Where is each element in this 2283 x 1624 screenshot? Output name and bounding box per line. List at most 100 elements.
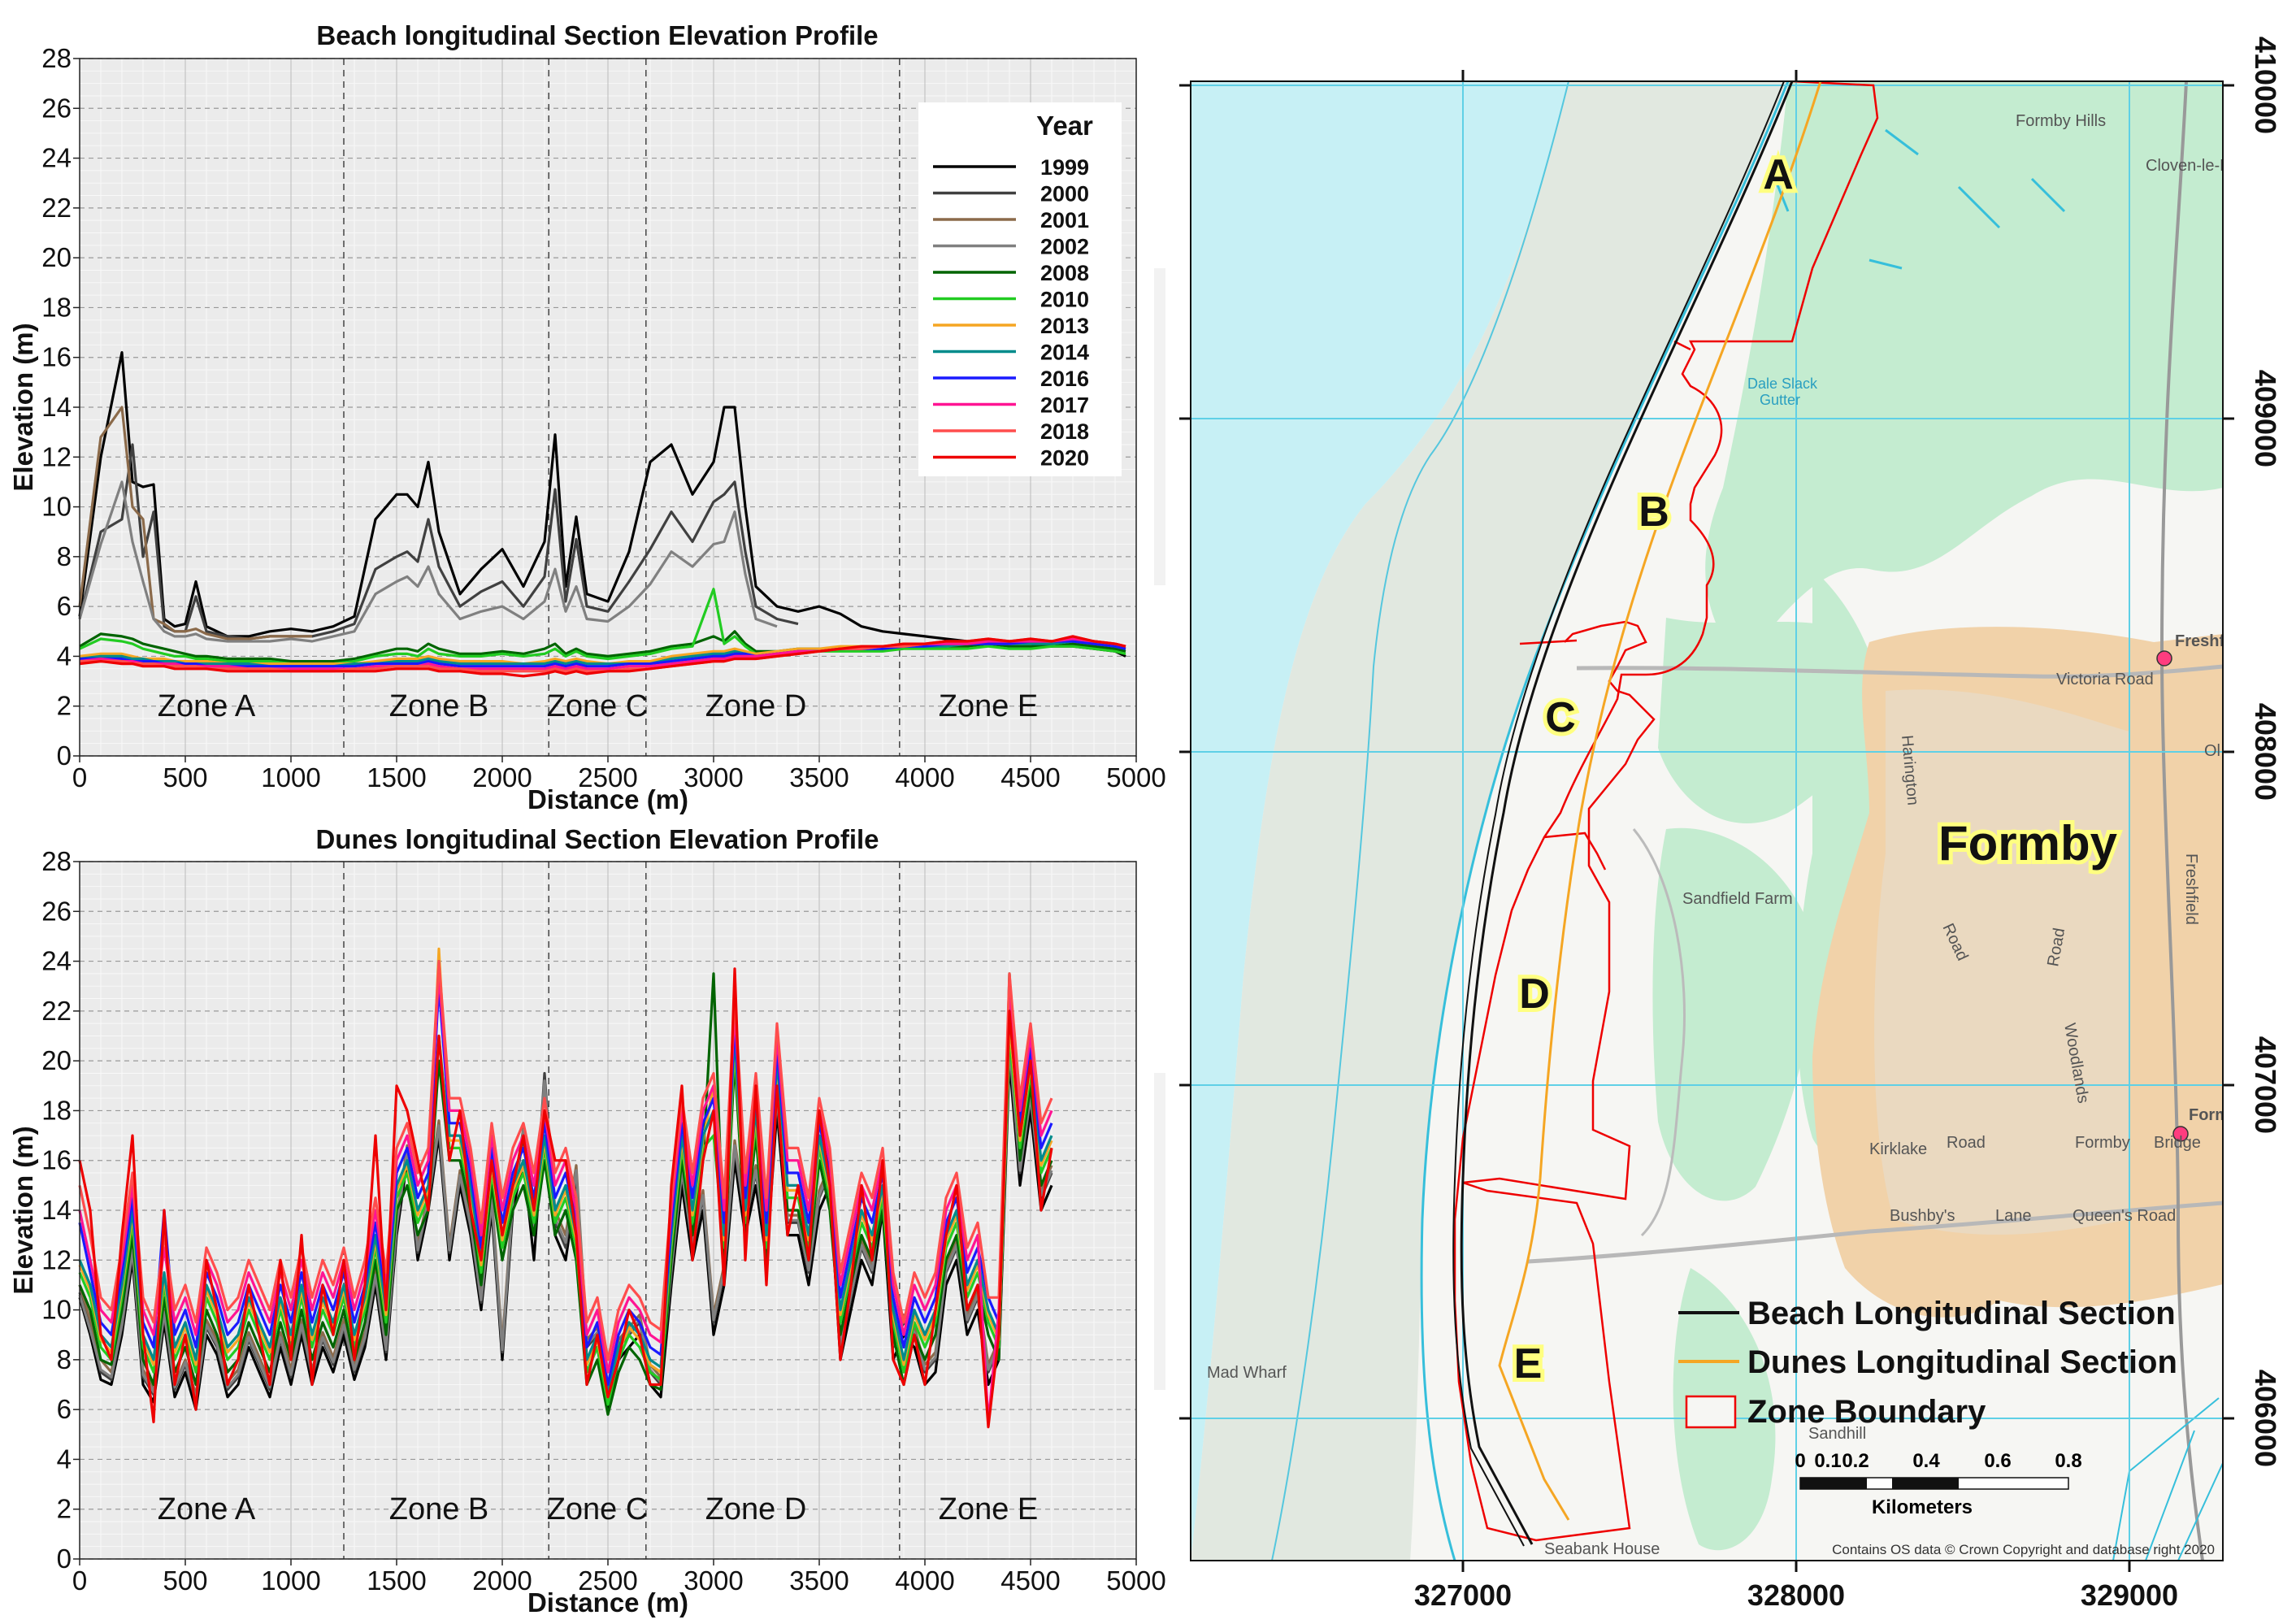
x-tick-label: 3500 <box>789 1565 849 1596</box>
scale-label: 0.2 <box>1842 1450 1869 1472</box>
x-tick-label: 3000 <box>684 762 743 792</box>
map-railway <box>2159 81 2204 1561</box>
beach-legend: Year 19992000200120022008201020132014201… <box>918 102 1122 476</box>
legend-label-2020: 2020 <box>1040 446 1089 471</box>
map-green-area <box>1705 81 2223 667</box>
y-tick-label: 18 <box>41 292 72 322</box>
series-line-2010 <box>79 588 1126 666</box>
y-tick-label: 28 <box>41 43 72 73</box>
legend-label-2010: 2010 <box>1040 288 1089 312</box>
dunes-plot-frame <box>79 861 1137 1560</box>
dunes-y-label: Elevation (m) <box>8 1126 38 1294</box>
y-tick-label: 10 <box>41 1295 72 1325</box>
map-y-tick: 407000 <box>2249 1036 2282 1134</box>
y-tick-label: 16 <box>41 1145 72 1175</box>
beach-x-label: Distance (m) <box>527 784 688 814</box>
label-formby-hills: Formby Hills <box>2016 112 2106 130</box>
map-track <box>1632 828 1686 1237</box>
label-seabank: Seabank House <box>1544 1540 1660 1558</box>
map-copyright: Contains OS data © Crown Copyright and d… <box>1832 1542 2215 1557</box>
legend-label-2017: 2017 <box>1040 393 1089 418</box>
label-cloven: Cloven-le-D <box>2146 157 2232 175</box>
zone-label: Zone D <box>705 1492 807 1526</box>
legend-label-2001: 2001 <box>1040 208 1089 232</box>
label-dale: Dale Slack <box>1747 376 1818 392</box>
y-tick-label: 6 <box>57 591 72 621</box>
map-stream <box>1770 128 2066 270</box>
label-kirklake: Kirklake <box>1869 1140 1927 1158</box>
separator-bar <box>1154 268 1165 585</box>
map-foreshore <box>1191 81 1788 1561</box>
map-coastline <box>1420 81 1790 1561</box>
x-tick-label: 2000 <box>472 762 532 792</box>
dunes-zone-dividers: Zone A Zone B Zone C Zone D Zone E <box>158 862 1038 1559</box>
zone-label: Zone E <box>939 1492 1039 1526</box>
legend-label-2018: 2018 <box>1040 419 1089 444</box>
legend-label-2013: 2013 <box>1040 314 1089 338</box>
y-tick-label: 12 <box>41 441 72 471</box>
series-line-2018 <box>78 960 1053 1361</box>
map-y-tick: 409000 <box>2249 370 2282 467</box>
x-tick-label: 3500 <box>789 762 849 792</box>
beach-section-line <box>1452 81 1785 1547</box>
map-green-area <box>1652 827 1814 1201</box>
zone-label: Zone B <box>389 689 489 723</box>
map-y-tick: 408000 <box>2249 703 2282 801</box>
label-mad-wharf: Mad Wharf <box>1207 1364 1287 1382</box>
legend-label-2016: 2016 <box>1040 367 1089 391</box>
legend-title: Year <box>1036 111 1093 141</box>
zone-boundary-line <box>1673 340 1691 351</box>
x-tick-label: 4500 <box>1000 1565 1060 1596</box>
y-tick-label: 10 <box>41 492 72 522</box>
x-tick-label: 500 <box>163 1565 207 1596</box>
label-gutter: Gutter <box>1760 392 1800 408</box>
legend-label-2002: 2002 <box>1040 235 1089 259</box>
legend-label-2014: 2014 <box>1040 341 1089 365</box>
scale-label: 0.1 <box>1814 1450 1841 1472</box>
label-freshfield: Freshfield <box>2182 853 2200 925</box>
legend-zone-label: Zone Boundary <box>1747 1394 1986 1430</box>
y-tick-label: 28 <box>41 846 72 876</box>
zone-letter-d: D <box>1519 970 1550 1018</box>
map-canvas: Formby Hills Cloven-le-D Dale Slack Gutt… <box>1191 81 2232 1561</box>
map-shoreline <box>1271 81 1569 1561</box>
formby-map: Formby Hills Cloven-le-D Dale Slack Gutt… <box>1179 37 2282 1612</box>
zone-letter-b: B <box>1638 489 1669 536</box>
scale-unit: Kilometers <box>1872 1496 1973 1518</box>
zone-label: Zone C <box>547 689 649 723</box>
y-tick-label: 14 <box>41 1195 72 1225</box>
zone-label: Zone B <box>389 1492 489 1526</box>
y-tick-label: 20 <box>41 242 72 272</box>
station-marker-freshfield <box>2156 650 2172 667</box>
beach-chart-title: Beach longitudinal Section Elevation Pro… <box>316 20 878 50</box>
x-tick-label: 4000 <box>895 762 954 792</box>
dunes-section-line <box>1498 81 1822 1521</box>
label-ol: Ol <box>2204 742 2220 760</box>
label-formby: Formby <box>1938 816 2118 871</box>
series-line-1999 <box>78 351 1126 658</box>
x-tick-label: 2500 <box>578 1565 637 1596</box>
legend-label-2008: 2008 <box>1040 261 1089 285</box>
map-y-tick: 410000 <box>2249 37 2282 134</box>
legend-label-1999: 1999 <box>1040 155 1089 180</box>
beach-zone-dividers: Zone A Zone B Zone C Zone D Zone E <box>158 59 1038 756</box>
legend-beach-label: Beach Longitudinal Section <box>1747 1296 2176 1331</box>
zone-label: Zone D <box>705 689 807 723</box>
separator-bar <box>1154 1073 1165 1390</box>
x-tick-label: 4500 <box>1000 762 1060 792</box>
y-tick-label: 20 <box>41 1045 72 1075</box>
zone-letter-c: C <box>1545 694 1576 741</box>
label-victoria-road: Victoria Road <box>2056 671 2154 688</box>
legend-zone-swatch <box>1685 1395 1737 1429</box>
map-legend: Beach Longitudinal Section Dunes Longitu… <box>1678 1296 2177 1430</box>
x-tick-label: 1500 <box>367 1565 426 1596</box>
station-marker-formby <box>2172 1126 2189 1142</box>
beach-plot-frame <box>79 58 1137 757</box>
x-tick-label: 1000 <box>261 1565 320 1596</box>
zone-letter-a: A <box>1763 151 1794 198</box>
x-tick-label: 4000 <box>895 1565 954 1596</box>
dunes-chart-title: Dunes longitudinal Section Elevation Pro… <box>315 824 879 854</box>
dunes-profile-chart: Dunes longitudinal Section Elevation Pro… <box>8 824 1166 1617</box>
dunes-x-label: Distance (m) <box>527 1587 688 1617</box>
label-queens-road: Queen's Road <box>2072 1207 2176 1225</box>
